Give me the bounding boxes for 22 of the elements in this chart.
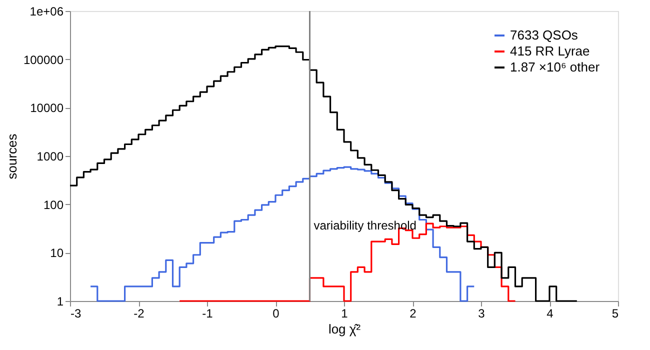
ref-line-label: variability threshold <box>314 218 416 233</box>
x-tick-label: -2 <box>134 306 145 320</box>
x-axis-title: log χ̂² <box>328 322 362 336</box>
x-tick-label: 0 <box>272 306 280 320</box>
x-tick-label: -1 <box>202 306 214 320</box>
y-tick-label: 10000 <box>30 101 64 116</box>
legend-label: 415 RR Lyrae <box>510 44 590 58</box>
y-tick-label: 1 <box>56 294 64 308</box>
y-tick-label: 100 <box>43 198 64 212</box>
x-tick-label: 2 <box>410 306 417 320</box>
x-tick-label: -3 <box>70 306 82 320</box>
legend-label: 7633 QSOs <box>510 28 578 42</box>
x-tick-label: 1 <box>341 306 348 320</box>
x-tick-label: 5 <box>612 306 619 320</box>
legend-label: 1.87 ×10⁶ other <box>510 60 600 74</box>
y-axis-title: sources <box>4 133 20 180</box>
y-tick-label: 1e+06 <box>30 4 64 18</box>
y-tick-label: 10 <box>50 246 64 260</box>
y-tick-label: 100000 <box>23 52 64 67</box>
y-tick-label: 1000 <box>36 150 64 164</box>
x-tick-label: 4 <box>546 306 554 320</box>
x-tick-label: 3 <box>478 306 486 320</box>
